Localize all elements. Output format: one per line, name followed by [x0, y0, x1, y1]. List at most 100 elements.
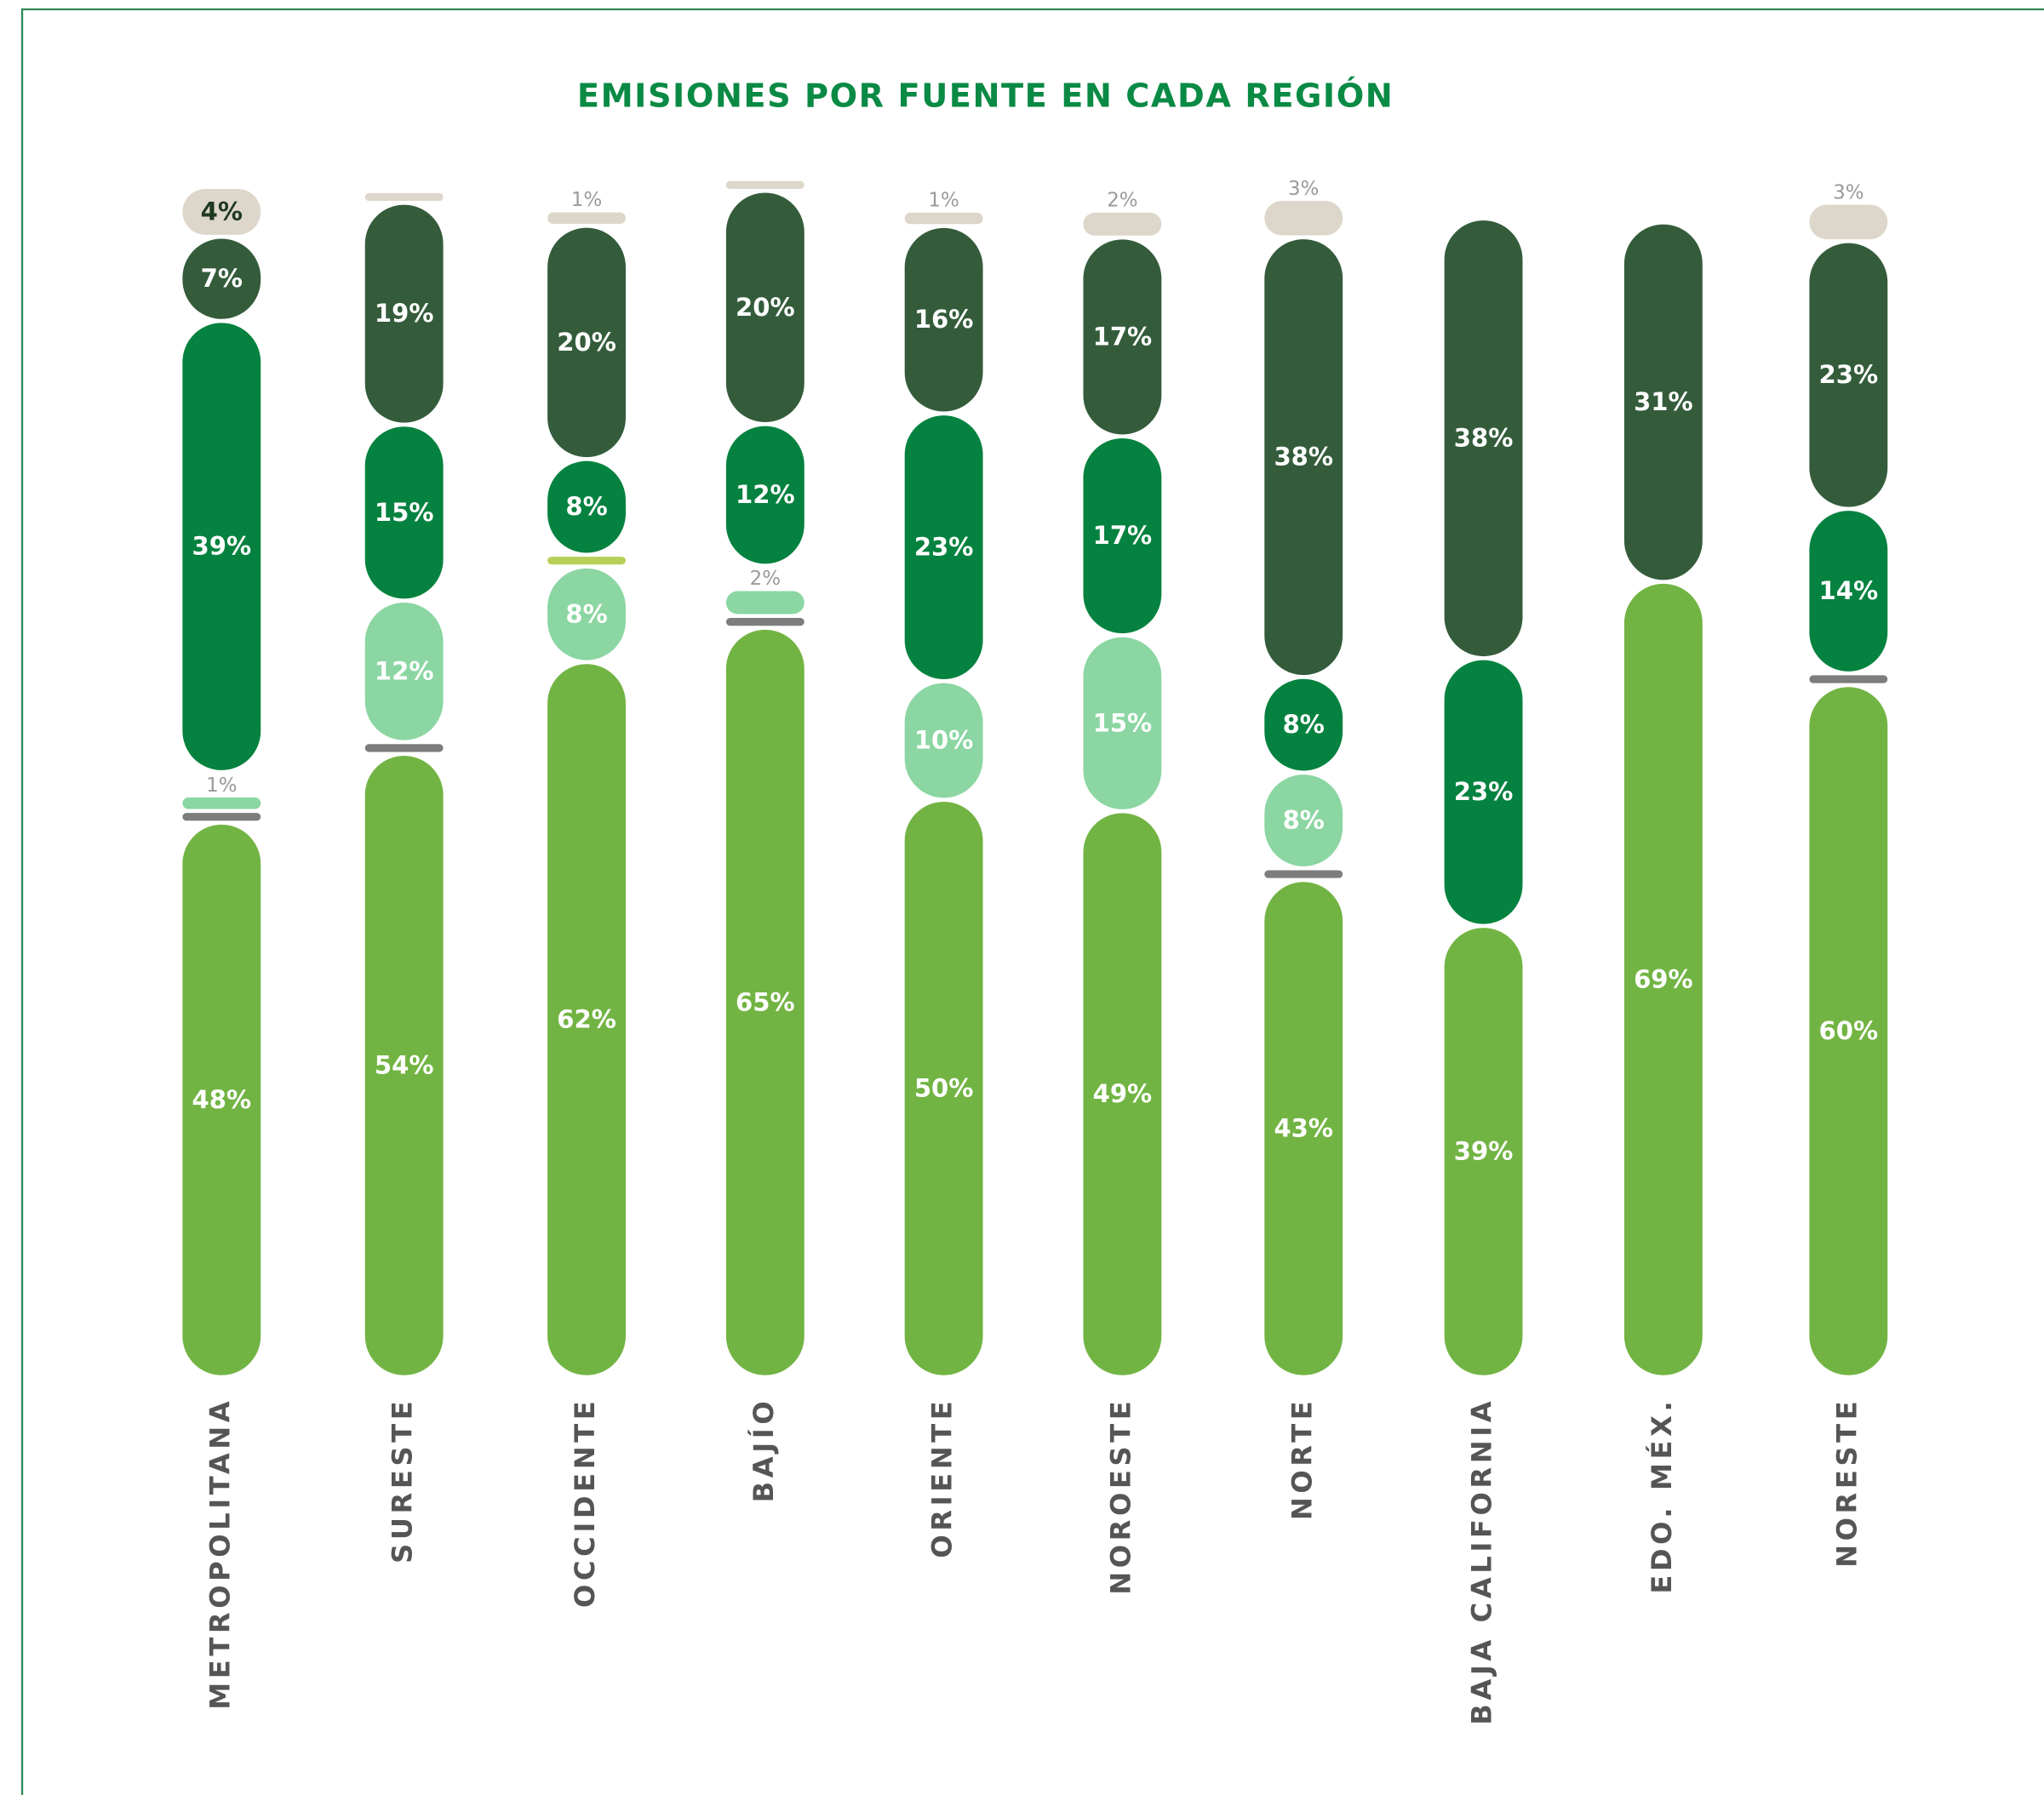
segment-label: 65% [736, 987, 795, 1016]
bar-segment [1623, 224, 1703, 580]
segment-label: 69% [1634, 964, 1693, 993]
bar-segment [1264, 678, 1343, 771]
segment-label: 1% [928, 190, 959, 212]
segment-label: 8% [565, 599, 607, 628]
segment-label: 31% [1634, 387, 1693, 416]
segment-label: 20% [557, 328, 616, 357]
segment-label: 23% [1819, 360, 1879, 389]
x-tick-label: NOROESTE [1104, 1398, 1137, 1595]
x-tick-label: OCCIDENTE [569, 1398, 601, 1608]
bar-segment [1809, 687, 1888, 1375]
bar-segment [364, 426, 444, 599]
bar-segment [725, 591, 804, 615]
bar-segment [904, 415, 983, 680]
bar-segment [547, 664, 626, 1375]
bar-segment [182, 813, 261, 821]
bar-segment [364, 192, 444, 202]
bar-segment [1264, 239, 1343, 676]
segment-label: 39% [1454, 1136, 1514, 1165]
segment-label: 38% [1274, 443, 1333, 472]
bar-segment [547, 227, 626, 458]
segment-label: 3% [1288, 178, 1319, 200]
segment-label: 17% [1093, 521, 1153, 550]
bar-segment [904, 212, 983, 225]
bar-segment [1083, 239, 1162, 435]
segment-label: 39% [192, 532, 252, 561]
bar-segment [725, 192, 804, 423]
x-tick-label: NORESTE [1830, 1398, 1863, 1568]
segment-label: 1% [206, 775, 237, 797]
segment-label: 19% [375, 299, 434, 328]
segment-label: 43% [1274, 1114, 1333, 1143]
segment-label: 14% [1819, 576, 1879, 605]
bar-segment [547, 212, 626, 224]
x-tick-label: BAJA CALIFORNIA [1466, 1398, 1498, 1725]
bar-segment [364, 756, 444, 1375]
segment-label: 2% [750, 568, 781, 590]
bar-segment [1264, 882, 1343, 1375]
segment-label: 7% [201, 264, 243, 293]
segment-label: 12% [375, 656, 434, 685]
segment-label: 48% [192, 1085, 252, 1114]
segment-label: 4% [201, 197, 243, 226]
bar-segment [1444, 928, 1523, 1375]
bar-segment [364, 744, 444, 752]
bar-segment [1083, 438, 1162, 634]
segment-label: 60% [1819, 1016, 1879, 1045]
x-tick-label: EDO. MÉX. [1646, 1398, 1678, 1594]
bar-segment [1809, 511, 1888, 672]
bar-segment [1444, 660, 1523, 924]
bar-segment [182, 797, 261, 809]
chart-title: EMISIONES POR FUENTE EN CADA REGIÓN [577, 76, 1394, 116]
bar-segment [182, 824, 261, 1375]
bar-segment [547, 460, 626, 553]
x-tick-label: BAJÍO [747, 1398, 780, 1503]
bar-segment [904, 683, 983, 798]
bar-segment [725, 426, 804, 564]
segment-label: 54% [375, 1050, 434, 1079]
segment-label: 38% [1454, 424, 1514, 453]
bar-segment [182, 188, 261, 235]
segment-label: 16% [914, 305, 974, 334]
x-tick-label: ORIENTE [926, 1398, 959, 1558]
segment-label: 8% [1283, 710, 1325, 739]
bar-segment [904, 227, 983, 412]
segment-label: 1% [571, 189, 602, 211]
segment-label: 23% [914, 533, 974, 562]
segment-label: 3% [1833, 181, 1864, 203]
bar-segment [182, 238, 261, 319]
frame [20, 8, 2044, 1795]
segment-label: 8% [565, 492, 607, 521]
segment-label: 23% [1454, 777, 1514, 806]
x-tick-label: METROPOLITANA [203, 1398, 236, 1710]
segment-label: 17% [1093, 322, 1153, 351]
bar-segment [364, 204, 444, 423]
bar-segment [547, 557, 626, 565]
segment-label: 15% [1093, 708, 1153, 737]
segment-label: 2% [1107, 190, 1137, 212]
segment-label: 15% [375, 498, 434, 527]
bar-segment [182, 323, 261, 770]
bar-segment [1264, 775, 1343, 866]
bar-segment [1809, 204, 1888, 240]
bar-segment [1264, 201, 1343, 236]
bar-segment [1083, 212, 1162, 236]
x-tick-label: NORTE [1285, 1398, 1318, 1520]
segment-label: 8% [1283, 806, 1325, 835]
segment-label: 10% [914, 726, 974, 755]
segment-label: 12% [736, 480, 795, 509]
segment-label: 20% [736, 293, 795, 322]
bar-segment [725, 180, 804, 189]
bar-segment [1623, 583, 1703, 1375]
bar-segment [1444, 220, 1523, 657]
segment-label: 50% [914, 1073, 974, 1102]
bar-segment [364, 602, 444, 740]
bar-segment [1264, 870, 1343, 878]
segment-label: 62% [557, 1005, 616, 1034]
bar-segment [1083, 813, 1162, 1375]
bar-segment [1809, 243, 1888, 507]
x-tick-label: SURESTE [386, 1398, 419, 1563]
bar-segment [547, 568, 626, 660]
bar-segment [1083, 637, 1162, 809]
bar-segment [725, 629, 804, 1375]
